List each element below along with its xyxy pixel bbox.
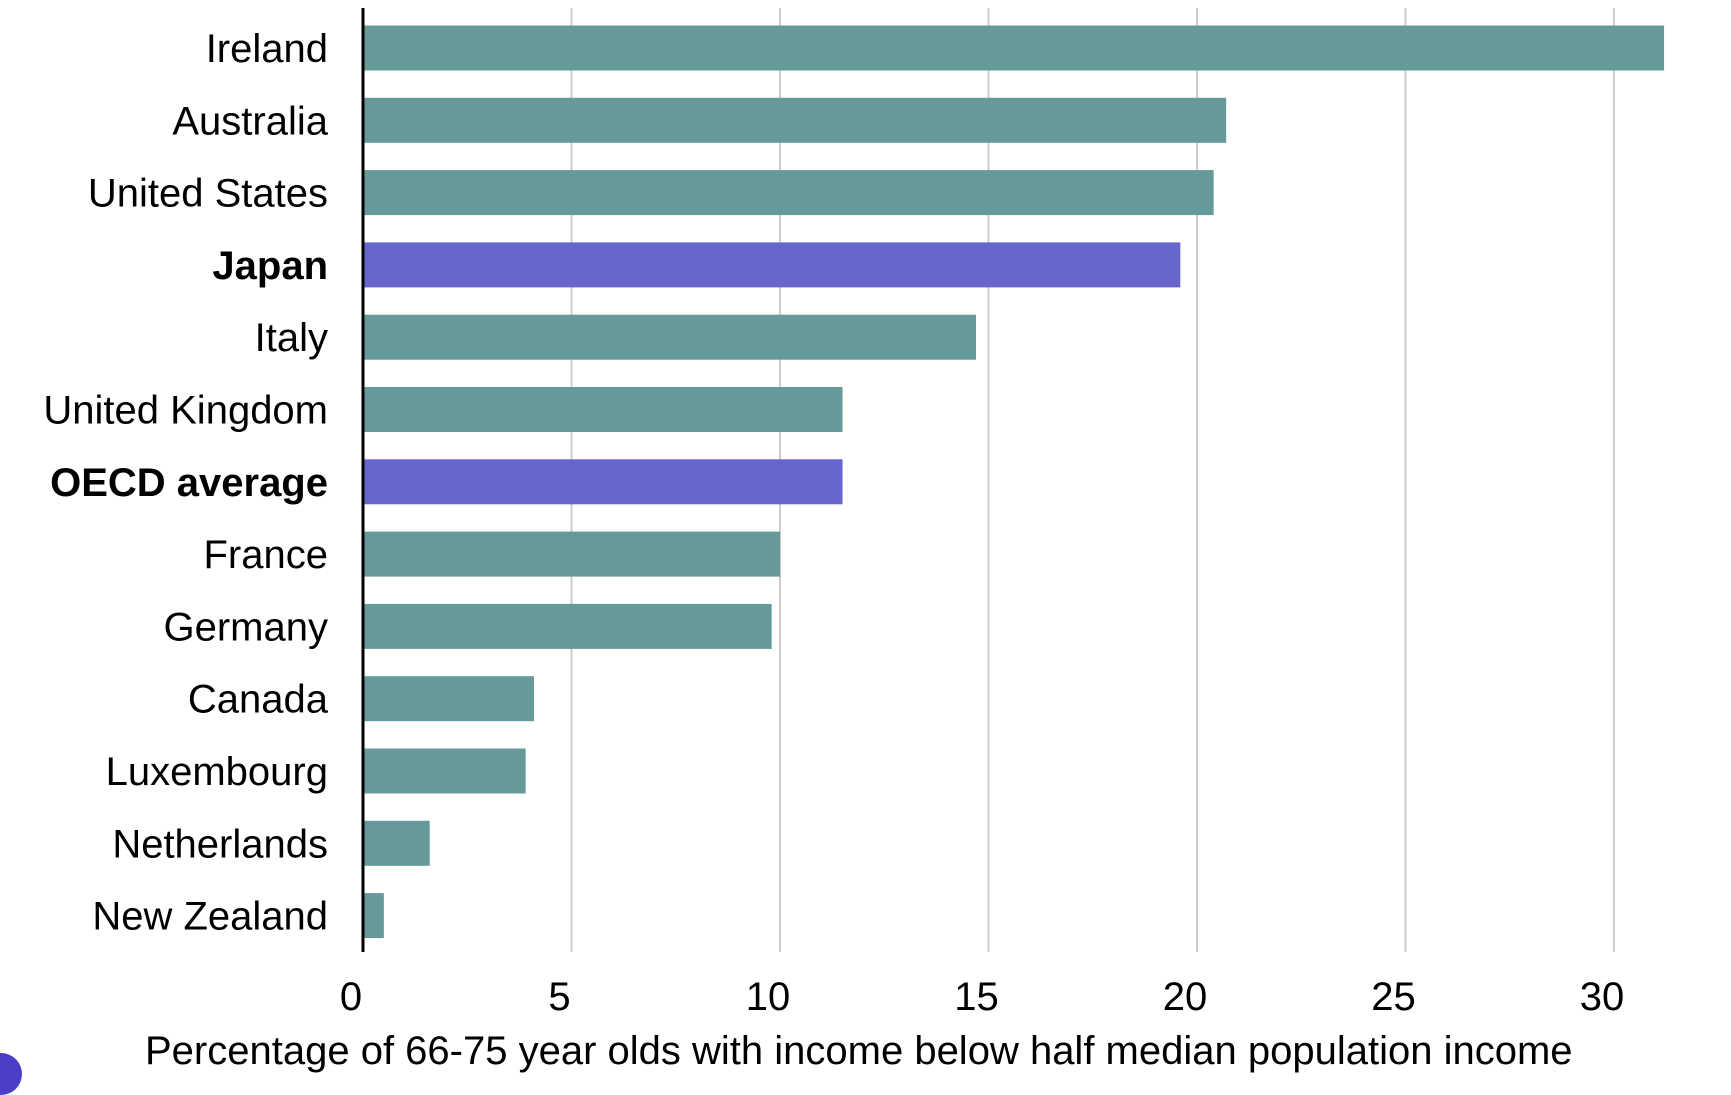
x-axis-label: Percentage of 66-75 year olds with incom… xyxy=(145,1029,1573,1073)
category-label: New Zealand xyxy=(92,895,328,939)
x-tick-label: 20 xyxy=(1163,975,1208,1019)
category-label: Canada xyxy=(188,678,329,722)
x-tick-labels: 0 5 10 15 20 25 30 xyxy=(340,975,1624,1019)
category-label: Australia xyxy=(172,99,328,143)
x-tick-label: 15 xyxy=(954,975,999,1019)
bars xyxy=(363,25,1665,939)
bar-netherlands xyxy=(363,820,430,866)
bar-oecd-average xyxy=(363,459,843,505)
bar-japan xyxy=(363,242,1181,288)
category-label: Ireland xyxy=(206,27,328,71)
bar-germany xyxy=(363,603,772,649)
gridlines xyxy=(570,8,1615,952)
category-label: France xyxy=(204,533,329,577)
x-tick-label: 25 xyxy=(1371,975,1416,1019)
x-tick-label: 10 xyxy=(746,975,791,1019)
x-tick-label: 30 xyxy=(1580,975,1625,1019)
category-label: Germany xyxy=(164,605,329,649)
category-label: United States xyxy=(88,172,328,216)
bar-luxembourg xyxy=(363,748,526,794)
category-label: Japan xyxy=(212,244,328,288)
category-label: Netherlands xyxy=(112,822,328,866)
category-label: United Kingdom xyxy=(43,389,328,433)
x-tick-label: 5 xyxy=(548,975,570,1019)
bar-australia xyxy=(363,97,1227,143)
category-label: OECD average xyxy=(50,461,328,505)
bar-france xyxy=(363,531,780,577)
bar-ireland xyxy=(363,25,1665,71)
x-tick-label: 0 xyxy=(340,975,362,1019)
bar-canada xyxy=(363,676,534,722)
bar-italy xyxy=(363,314,976,360)
category-label: Italy xyxy=(255,316,328,360)
bar-united-kingdom xyxy=(363,387,843,432)
category-labels: Ireland Australia United States Japan Italy U… xyxy=(43,27,328,939)
bar-new-zealand xyxy=(363,893,384,939)
category-label: Luxembourg xyxy=(106,750,328,794)
bar-united-states xyxy=(363,170,1214,216)
